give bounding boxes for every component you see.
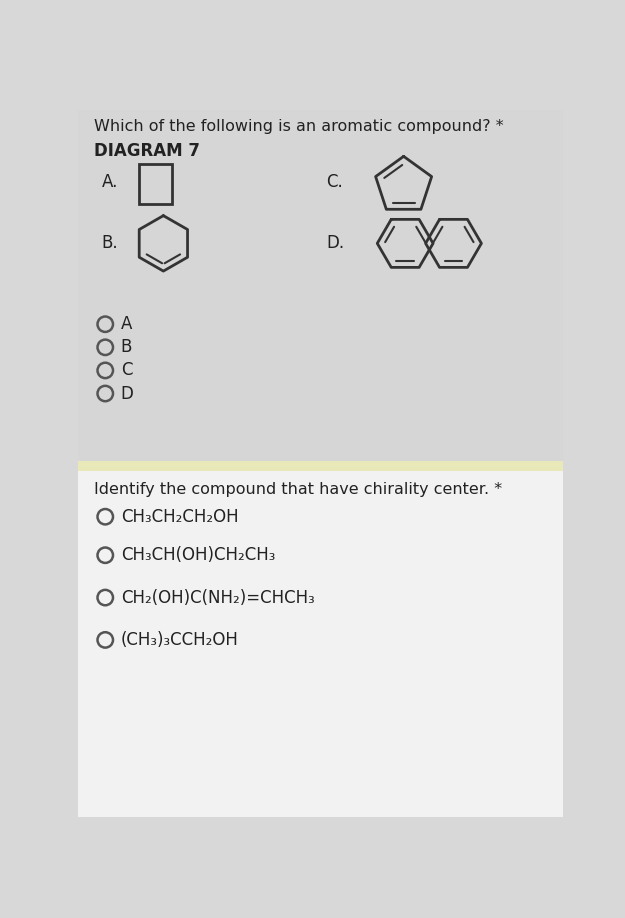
Text: A.: A.	[101, 173, 118, 191]
Text: B: B	[121, 339, 132, 356]
Text: D.: D.	[326, 234, 344, 252]
Text: D: D	[121, 385, 134, 402]
Text: B.: B.	[101, 234, 118, 252]
Text: C: C	[121, 362, 132, 379]
Text: C.: C.	[326, 173, 343, 191]
Text: Which of the following is an aromatic compound? *: Which of the following is an aromatic co…	[94, 118, 503, 134]
Text: DIAGRAM 7: DIAGRAM 7	[94, 141, 199, 160]
Bar	[78, 471, 562, 817]
Text: CH₃CH(OH)CH₂CH₃: CH₃CH(OH)CH₂CH₃	[121, 546, 275, 565]
Text: CH₂(OH)C(NH₂)=CHCH₃: CH₂(OH)C(NH₂)=CHCH₃	[121, 588, 314, 607]
Bar	[139, 164, 172, 204]
Text: A: A	[121, 315, 132, 333]
Bar	[78, 461, 562, 471]
Text: (CH₃)₃CCH₂OH: (CH₃)₃CCH₂OH	[121, 631, 239, 649]
Text: Identify the compound that have chirality center. *: Identify the compound that have chiralit…	[94, 482, 502, 497]
Bar	[78, 110, 562, 465]
Text: CH₃CH₂CH₂OH: CH₃CH₂CH₂OH	[121, 508, 238, 526]
